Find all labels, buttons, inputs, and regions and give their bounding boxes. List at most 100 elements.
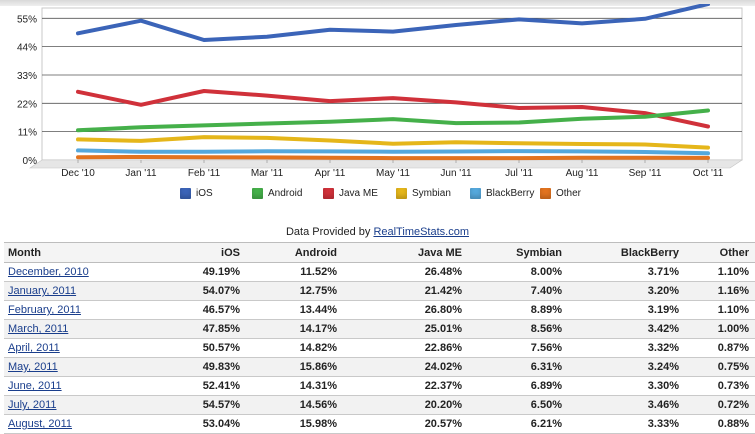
value-cell: 3.71% bbox=[568, 262, 685, 282]
y-tick-label: 33% bbox=[17, 71, 37, 82]
legend-item: Android bbox=[252, 188, 302, 199]
month-cell: July, 2011 bbox=[4, 395, 154, 415]
month-cell: January, 2011 bbox=[4, 281, 154, 301]
column-header: iOS bbox=[154, 242, 246, 263]
legend-swatch bbox=[540, 188, 551, 199]
value-cell: 20.57% bbox=[343, 414, 468, 434]
value-cell: 6.31% bbox=[468, 357, 568, 377]
x-tick-label: Mar '11 bbox=[251, 168, 284, 179]
column-header: Android bbox=[246, 242, 343, 263]
column-header: Symbian bbox=[468, 242, 568, 263]
legend-swatch bbox=[252, 188, 263, 199]
x-tick-label: Apr '11 bbox=[315, 168, 346, 179]
month-link[interactable]: February, 2011 bbox=[8, 304, 81, 316]
y-tick-label: 55% bbox=[17, 14, 37, 25]
month-link[interactable]: March, 2011 bbox=[8, 323, 69, 335]
table-row: August, 2011 53.04% 15.98% 20.57% 6.21% 3.33%… bbox=[4, 414, 755, 434]
table-row: March, 2011 47.85% 14.17% 25.01% 8.56% 3.42% 1… bbox=[4, 319, 755, 339]
y-axis-ticks: 0% 11% 22% 33% 44% 55% bbox=[17, 14, 37, 167]
value-cell: 1.16% bbox=[685, 281, 755, 301]
value-cell: 3.24% bbox=[568, 357, 685, 377]
month-link[interactable]: April, 2011 bbox=[8, 342, 60, 354]
value-cell: 25.01% bbox=[343, 319, 468, 339]
value-cell: 6.21% bbox=[468, 414, 568, 434]
legend-label: Android bbox=[268, 188, 303, 199]
y-tick-label: 0% bbox=[23, 156, 38, 167]
table-body: December, 2010 49.19% 11.52% 26.48% 8.00% 3.7… bbox=[4, 262, 755, 434]
month-cell: August, 2011 bbox=[4, 414, 154, 434]
value-cell: 1.10% bbox=[685, 300, 755, 320]
value-cell: 50.57% bbox=[154, 338, 246, 358]
value-cell: 1.10% bbox=[685, 262, 755, 282]
month-cell: April, 2011 bbox=[4, 338, 154, 358]
value-cell: 3.30% bbox=[568, 376, 685, 396]
table-row: January, 2011 54.07% 12.75% 21.42% 7.40% 3.20… bbox=[4, 281, 755, 301]
value-cell: 8.00% bbox=[468, 262, 568, 282]
x-tick-label: Jun '11 bbox=[440, 168, 472, 179]
value-cell: 3.32% bbox=[568, 338, 685, 358]
x-tick-label: Aug '11 bbox=[566, 168, 599, 179]
month-cell: March, 2011 bbox=[4, 319, 154, 339]
value-cell: 8.56% bbox=[468, 319, 568, 339]
legend-swatch bbox=[323, 188, 334, 199]
x-tick-label: Sep '11 bbox=[629, 168, 662, 179]
table-header-row: Month iOS Android Java ME Symbian BlackBerry O… bbox=[4, 242, 755, 263]
legend-swatch bbox=[180, 188, 191, 199]
value-cell: 0.75% bbox=[685, 357, 755, 377]
value-cell: 3.33% bbox=[568, 414, 685, 434]
x-tick-label: Jan '11 bbox=[125, 168, 157, 179]
legend-item: Other bbox=[540, 188, 581, 199]
value-cell: 7.40% bbox=[468, 281, 568, 301]
value-cell: 15.86% bbox=[246, 357, 343, 377]
x-tick-label: May '11 bbox=[376, 168, 410, 179]
table-row: February, 2011 46.57% 13.44% 26.80% 8.89% 3.1… bbox=[4, 300, 755, 320]
column-header: BlackBerry bbox=[568, 242, 685, 263]
x-tick-label: Feb '11 bbox=[188, 168, 221, 179]
value-cell: 3.42% bbox=[568, 319, 685, 339]
legend-label: BlackBerry bbox=[486, 188, 535, 199]
month-cell: May, 2011 bbox=[4, 357, 154, 377]
value-cell: 14.17% bbox=[246, 319, 343, 339]
legend-swatch bbox=[470, 188, 481, 199]
value-cell: 3.46% bbox=[568, 395, 685, 415]
legend-label: Symbian bbox=[412, 188, 451, 199]
value-cell: 8.89% bbox=[468, 300, 568, 320]
plot-floor bbox=[29, 159, 743, 169]
value-cell: 26.48% bbox=[343, 262, 468, 282]
value-cell: 0.88% bbox=[685, 414, 755, 434]
series-line-ios bbox=[76, 4, 710, 42]
month-cell: February, 2011 bbox=[4, 300, 154, 320]
y-tick-label: 44% bbox=[17, 43, 37, 54]
month-cell: June, 2011 bbox=[4, 376, 154, 396]
table-row: December, 2010 49.19% 11.52% 26.48% 8.00% 3.7… bbox=[4, 262, 755, 282]
value-cell: 3.19% bbox=[568, 300, 685, 320]
value-cell: 52.41% bbox=[154, 376, 246, 396]
data-source-line: Data Provided by RealTimeStats.com bbox=[0, 226, 755, 238]
value-cell: 47.85% bbox=[154, 319, 246, 339]
value-cell: 14.82% bbox=[246, 338, 343, 358]
market-share-table: Month iOS Android Java ME Symbian BlackBerry O… bbox=[4, 242, 755, 434]
x-tick-label: Dec '10 bbox=[61, 168, 95, 179]
value-cell: 54.57% bbox=[154, 395, 246, 415]
value-cell: 20.20% bbox=[343, 395, 468, 415]
month-link[interactable]: June, 2011 bbox=[8, 380, 62, 392]
data-source-link[interactable]: RealTimeStats.com bbox=[373, 226, 469, 238]
value-cell: 6.50% bbox=[468, 395, 568, 415]
value-cell: 14.31% bbox=[246, 376, 343, 396]
value-cell: 24.02% bbox=[343, 357, 468, 377]
value-cell: 11.52% bbox=[246, 262, 343, 282]
month-link[interactable]: January, 2011 bbox=[8, 285, 77, 297]
data-source-text: Data Provided by bbox=[285, 226, 371, 238]
value-cell: 6.89% bbox=[468, 376, 568, 396]
value-cell: 0.73% bbox=[685, 376, 755, 396]
legend: iOS Android Java ME Symbian BlackBerry Other bbox=[0, 188, 755, 206]
month-link[interactable]: July, 2011 bbox=[8, 399, 57, 411]
legend-item: BlackBerry bbox=[470, 188, 534, 199]
grid-lines bbox=[42, 17, 742, 133]
value-cell: 49.19% bbox=[154, 262, 246, 282]
value-cell: 22.86% bbox=[343, 338, 468, 358]
value-cell: 1.00% bbox=[685, 319, 755, 339]
month-link[interactable]: May, 2011 bbox=[8, 361, 58, 373]
month-link[interactable]: December, 2010 bbox=[8, 266, 89, 278]
value-cell: 13.44% bbox=[246, 300, 343, 320]
